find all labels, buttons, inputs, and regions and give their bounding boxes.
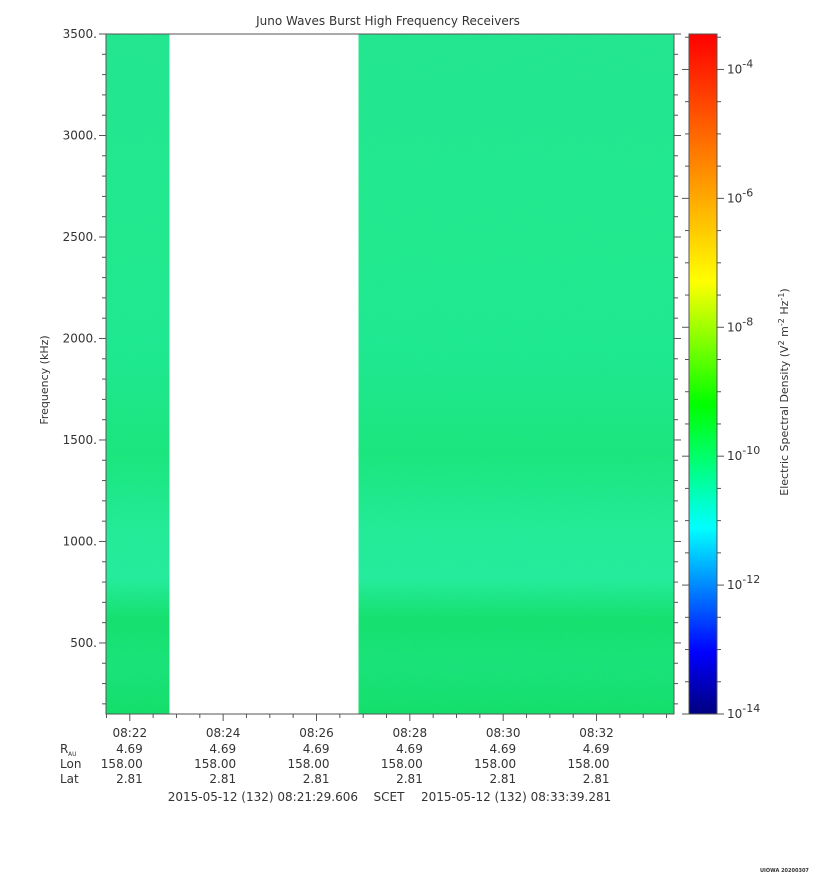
ephemeris-value: 2.81 bbox=[303, 772, 330, 786]
x-tick-label: 08:30 bbox=[486, 726, 521, 740]
watermark: UIOWA 20200307 bbox=[760, 868, 809, 874]
colorbar-tick-label: 10-10 bbox=[727, 444, 760, 463]
ephemeris-value: 4.69 bbox=[396, 742, 423, 756]
ephemeris-value: 2.81 bbox=[396, 772, 423, 786]
time-range-end: 2015-05-12 (132) 08:33:39.281 bbox=[421, 790, 611, 804]
spectrogram-noise bbox=[106, 34, 170, 714]
y-tick-label: 3500. bbox=[63, 27, 97, 41]
colorbar-label-sup1: 2 bbox=[777, 340, 786, 345]
time-range-label: SCET bbox=[374, 790, 406, 804]
ephemeris-value: 4.69 bbox=[583, 742, 610, 756]
time-range-start: 2015-05-12 (132) 08:21:29.606 bbox=[168, 790, 358, 804]
colorbar-label-sup3: -1 bbox=[777, 293, 786, 301]
spectrogram-noise bbox=[358, 34, 674, 714]
colorbar-tick-label: 10-6 bbox=[727, 186, 753, 205]
ephemeris-value: 158.00 bbox=[474, 757, 516, 771]
colorbar-tick-label: 10-4 bbox=[727, 57, 753, 76]
x-axis: 08:22 08:24 08:26 08:28 08:30 08:32 bbox=[105, 714, 668, 740]
time-range: 2015-05-12 (132) 08:21:29.606 SCET 2015-… bbox=[168, 790, 612, 804]
y-axis-label: Frequency (kHz) bbox=[38, 335, 51, 424]
ephemeris-row-sublabel: AU bbox=[68, 751, 77, 758]
ephemeris-value: 2.81 bbox=[489, 772, 516, 786]
x-tick-label: 08:22 bbox=[113, 726, 148, 740]
ephemeris-value: 2.81 bbox=[209, 772, 236, 786]
colorbar-tick-label: 10-12 bbox=[727, 573, 760, 592]
x-tick-label: 08:28 bbox=[393, 726, 428, 740]
y-tick-label: 2000. bbox=[63, 331, 97, 345]
ephemeris-value: 4.69 bbox=[303, 742, 330, 756]
x-tick-label: 08:24 bbox=[206, 726, 241, 740]
ephemeris-value: 2.81 bbox=[116, 772, 143, 786]
ephemeris-row-label: R bbox=[60, 742, 68, 756]
y-axis: 500. 1000. 1500. 2000. 2500. 3000. 3500. bbox=[63, 27, 681, 705]
colorbar-label-mid1: m bbox=[778, 326, 791, 340]
chart-title: Juno Waves Burst High Frequency Receiver… bbox=[255, 14, 520, 28]
colorbar: 10-14 10-12 10-10 10-8 10-6 10-4 bbox=[682, 33, 760, 721]
ephemeris-value: 158.00 bbox=[287, 757, 329, 771]
ephemeris-value: 4.69 bbox=[489, 742, 516, 756]
colorbar-label-mid2: Hz bbox=[778, 300, 791, 318]
y-tick-label: 2500. bbox=[63, 230, 97, 244]
x-tick-label: 08:26 bbox=[299, 726, 334, 740]
colorbar-frame bbox=[688, 33, 718, 715]
ephemeris-row-label: Lon bbox=[60, 757, 81, 771]
colorbar-label-sup2: -2 bbox=[777, 318, 786, 326]
y-tick-label: 1000. bbox=[63, 534, 97, 548]
ephemeris-value: 158.00 bbox=[101, 757, 143, 771]
colorbar-gradient bbox=[689, 34, 717, 714]
data-gap bbox=[169, 34, 359, 714]
ephemeris-value: 4.69 bbox=[116, 742, 143, 756]
ephemeris-value: 158.00 bbox=[194, 757, 236, 771]
ephemeris-table: R AU 4.69 4.69 4.69 4.69 4.69 4.69 Lon 158.00 158.… bbox=[60, 742, 610, 786]
y-tick-label: 1500. bbox=[63, 433, 97, 447]
ephemeris-value: 158.00 bbox=[381, 757, 423, 771]
plot-frame bbox=[105, 33, 675, 715]
colorbar-tick-label: 10-8 bbox=[727, 315, 753, 334]
y-tick-label: 500. bbox=[70, 636, 97, 650]
ephemeris-value: 4.69 bbox=[209, 742, 236, 756]
spectrogram-plot bbox=[105, 33, 675, 715]
y-tick-label: 3000. bbox=[63, 128, 97, 142]
colorbar-label-base: Electric Spectral Density (V bbox=[778, 345, 791, 496]
ephemeris-value: 2.81 bbox=[583, 772, 610, 786]
colorbar-tick-label: 10-14 bbox=[727, 702, 760, 721]
x-tick-label: 08:32 bbox=[579, 726, 614, 740]
ephemeris-value: 158.00 bbox=[568, 757, 610, 771]
colorbar-label: Electric Spectral Density (V2 m-2 Hz-1) bbox=[777, 288, 792, 495]
ephemeris-row-label: Lat bbox=[60, 772, 79, 786]
colorbar-label-tail: ) bbox=[778, 288, 791, 292]
